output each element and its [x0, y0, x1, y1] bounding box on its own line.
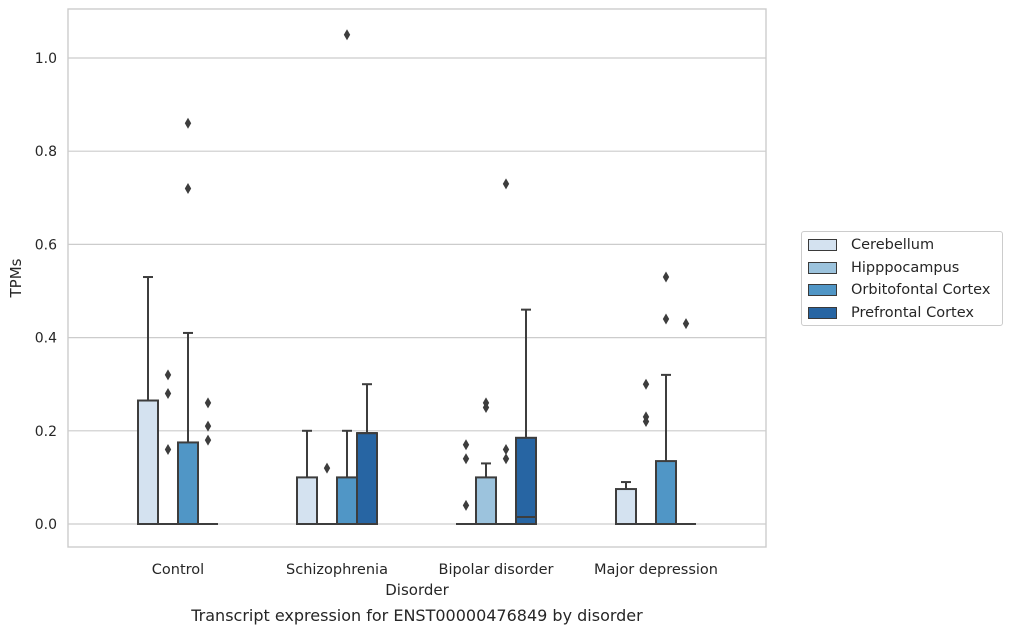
outlier-point: [502, 453, 510, 465]
y-axis-label: TPMs: [7, 258, 25, 298]
box-body: [336, 476, 358, 525]
figure-caption: Transcript expression for ENST0000047684…: [191, 606, 643, 625]
outlier-point: [462, 439, 470, 451]
outlier-point: [204, 397, 212, 409]
outlier-point: [204, 420, 212, 432]
box-body: [356, 432, 378, 526]
legend-swatch-orbitofrontal-cortex: [808, 284, 837, 296]
legend: Cerebellum Hipppocampus Orbitofontal Cor…: [801, 231, 1003, 326]
box-2-1: [475, 397, 497, 525]
x-tick-label: Bipolar disorder: [439, 562, 554, 578]
outlier-point: [462, 499, 470, 511]
box-body: [137, 399, 159, 526]
box-1-1: [317, 462, 337, 525]
outlier-point: [462, 453, 470, 465]
x-axis-label: Disorder: [385, 581, 449, 599]
outlier-point: [502, 178, 510, 190]
box-body: [475, 476, 497, 525]
outlier-point: [482, 402, 490, 413]
plot-area-frame: [67, 8, 767, 548]
box-body: [655, 460, 677, 525]
box-2-3: [515, 308, 537, 526]
x-tick-label: Control: [152, 562, 204, 578]
legend-item-hippocampus: Hipppocampus: [808, 259, 959, 277]
x-tick-labels: Control Schizophrenia Bipolar disorder Majo…: [152, 562, 718, 578]
y-tick-labels: 0.0 0.2 0.4 0.6 0.8 1.0: [35, 51, 57, 533]
y-tick-label: 0.2: [35, 424, 57, 440]
legend-item-orbitofrontal-cortex: Orbitofontal Cortex: [808, 281, 990, 299]
legend-item-prefrontal-cortex: Prefrontal Cortex: [808, 304, 974, 322]
box-groups: [137, 29, 696, 526]
y-tick-label: 0.6: [35, 237, 57, 253]
outlier-point: [662, 271, 670, 283]
legend-label-prefrontal-cortex: Prefrontal Cortex: [851, 305, 974, 321]
box-0-3: [198, 397, 218, 525]
outlier-point: [323, 462, 331, 474]
outlier-point: [184, 182, 192, 194]
legend-label-orbitofrontal-cortex: Orbitofontal Cortex: [851, 282, 991, 298]
box-3-2: [655, 271, 677, 525]
y-tick-label: 0.0: [35, 517, 57, 533]
box-1-3: [356, 383, 378, 526]
legend-item-cerebellum: Cerebellum: [808, 236, 934, 254]
outlier-point: [204, 434, 212, 446]
legend-label-cerebellum: Cerebellum: [851, 237, 935, 253]
box-1-2: [336, 29, 358, 525]
x-tick-label: Schizophrenia: [286, 562, 388, 578]
box-body: [177, 441, 199, 526]
box-3-0: [615, 481, 637, 525]
legend-label-hippocampus: Hipppocampus: [851, 260, 960, 276]
box-2-2: [496, 178, 516, 525]
box-0-0: [137, 276, 159, 526]
outlier-point: [682, 318, 690, 330]
outlier-point: [662, 313, 670, 325]
box-1-0: [296, 429, 318, 525]
outlier-point: [164, 443, 172, 455]
y-tick-label: 1.0: [35, 51, 57, 67]
x-tick-label: Major depression: [594, 562, 718, 578]
box-body: [515, 436, 537, 526]
y-tick-label: 0.4: [35, 331, 57, 347]
outlier-point: [642, 415, 650, 427]
y-tick-label: 0.8: [35, 144, 57, 160]
outlier-point: [343, 29, 351, 41]
outlier-point: [642, 378, 650, 390]
legend-swatch-cerebellum: [808, 239, 837, 251]
outlier-point: [164, 388, 172, 400]
legend-swatch-prefrontal-cortex: [808, 307, 837, 319]
box-body: [296, 476, 318, 525]
box-body: [615, 488, 637, 525]
outlier-point: [184, 117, 192, 129]
box-3-3: [676, 318, 696, 525]
outlier-point: [502, 443, 510, 455]
box-3-1: [636, 378, 656, 525]
legend-swatch-hippocampus: [808, 262, 837, 274]
box-0-2: [177, 117, 199, 526]
grid-lines: [68, 57, 766, 525]
box-0-1: [158, 369, 178, 525]
outlier-point: [164, 369, 172, 381]
